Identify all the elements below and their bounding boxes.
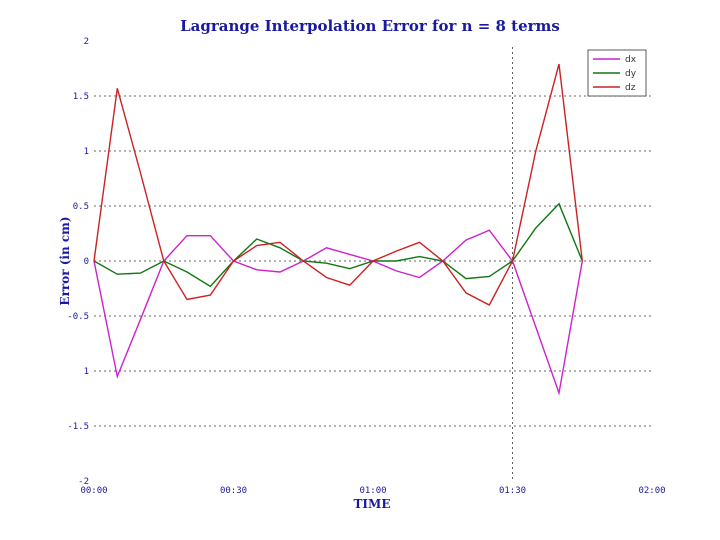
legend-label-dy: dy bbox=[625, 69, 637, 79]
series-lines bbox=[93, 63, 583, 396]
y-axis-label: Error (in cm) bbox=[58, 216, 72, 305]
series-line-dx bbox=[93, 229, 583, 396]
y-tick-label: -2 bbox=[78, 477, 89, 487]
series-line-dy bbox=[93, 202, 583, 288]
y-tick-label: 0 bbox=[84, 257, 89, 267]
legend-label-dz: dz bbox=[625, 83, 636, 93]
series-line-dz bbox=[93, 63, 583, 306]
tick-labels: 2 1.5 1 0.5 0 -0.5 1 -1.5 -200:00 00:30 01:00 01:30… bbox=[67, 37, 665, 496]
y-tick-label: 0.5 bbox=[73, 202, 89, 212]
x-tick-label: 01:00 bbox=[359, 486, 386, 496]
chart-title: Lagrange Interpolation Error for n = 8 t… bbox=[180, 17, 560, 35]
y-tick-label: 2 bbox=[84, 37, 89, 47]
legend-label-dx: dx bbox=[625, 55, 637, 65]
y-tick-label: -1.5 bbox=[67, 422, 89, 432]
x-tick-label: 00:30 bbox=[220, 486, 247, 496]
legend: dx dy dz bbox=[587, 49, 647, 97]
y-tick-label: -0.5 bbox=[67, 312, 89, 322]
x-tick-label: 01:30 bbox=[499, 486, 526, 496]
grid bbox=[94, 95, 652, 427]
y-tick-label: 1.5 bbox=[73, 92, 89, 102]
x-tick-label: 02:00 bbox=[638, 486, 665, 496]
x-tick-label: 00:00 bbox=[80, 486, 107, 496]
x-axis-label: TIME bbox=[354, 497, 391, 511]
y-tick-label: 1 bbox=[84, 367, 89, 377]
y-tick-label: 1 bbox=[84, 147, 89, 157]
